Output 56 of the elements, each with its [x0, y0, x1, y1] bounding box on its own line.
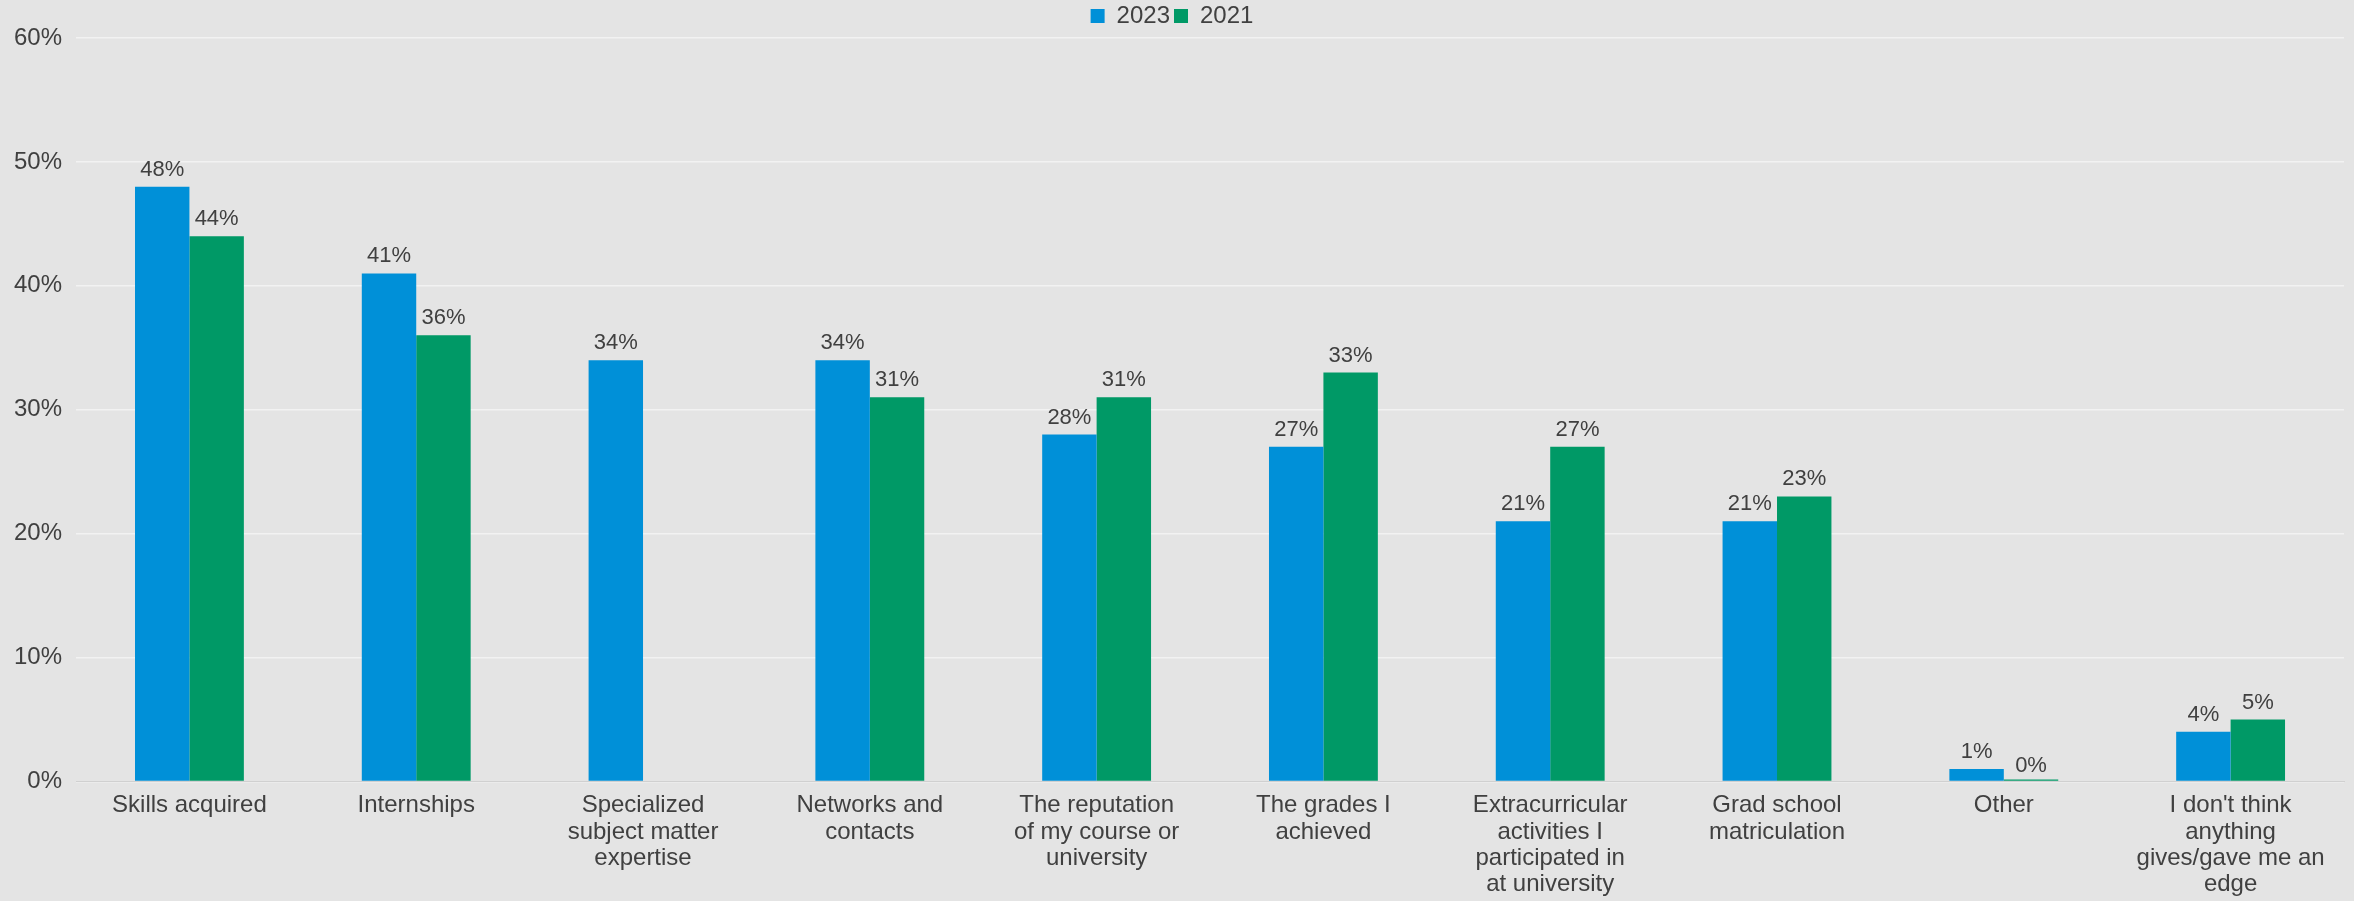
- y-tick-label: 30%: [13, 394, 63, 422]
- data-label: 27%: [1555, 415, 1600, 441]
- x-tick-label: Specialized subject matter expertise: [567, 790, 719, 871]
- bar: [1722, 521, 1778, 781]
- bar: [1096, 397, 1152, 781]
- x-tick-label: The reputation of my course or university: [1013, 790, 1180, 871]
- bar: [1323, 372, 1378, 781]
- data-label: 48%: [140, 155, 185, 181]
- data-label: 4%: [2187, 700, 2220, 726]
- bar: [1777, 496, 1832, 781]
- bar: [1495, 521, 1551, 781]
- bar: [815, 360, 870, 781]
- x-tick-label: Networks and contacts: [796, 790, 944, 844]
- bar: [416, 335, 471, 781]
- x-tick-label: Extracurricular activities I participated in at university: [1472, 790, 1628, 897]
- data-label: 36%: [421, 304, 466, 330]
- data-label: 0%: [2015, 752, 2047, 778]
- x-tick-label: Other: [1973, 790, 2034, 818]
- data-label: 31%: [875, 366, 920, 392]
- y-tick-label: 50%: [13, 146, 63, 174]
- data-label: 27%: [1274, 415, 1319, 441]
- bar: [1268, 446, 1324, 781]
- y-tick-label: 0%: [27, 766, 63, 794]
- data-label: 41%: [366, 242, 412, 268]
- x-tick-label: Skills acquired: [112, 790, 267, 818]
- data-label: 44%: [194, 205, 239, 231]
- data-label: 34%: [820, 329, 865, 355]
- bar: [2230, 719, 2286, 781]
- bar: [588, 360, 644, 781]
- data-label: 21%: [1727, 490, 1772, 516]
- y-tick-label: 40%: [13, 270, 63, 298]
- bar: [361, 273, 417, 781]
- data-label: 31%: [1101, 366, 1146, 392]
- bar: [135, 186, 190, 781]
- y-tick-label: 10%: [13, 642, 63, 670]
- legend-label: 2021: [1200, 0, 1254, 28]
- data-label: 21%: [1500, 490, 1546, 516]
- x-tick-label: Internships: [357, 790, 475, 818]
- bar: [1550, 446, 1605, 781]
- data-label: 33%: [1328, 341, 1373, 367]
- x-tick-label: The grades I achieved: [1256, 790, 1391, 844]
- data-label: 23%: [1782, 465, 1827, 491]
- x-tick-label: I don't think anything gives/gave me an edge: [2136, 790, 2325, 897]
- data-label: 28%: [1047, 403, 1092, 429]
- bar: [1042, 434, 1097, 781]
- data-label: 1%: [1960, 738, 1993, 764]
- bar: [1949, 769, 2004, 781]
- data-label: 5%: [2241, 688, 2274, 714]
- x-tick-label: Grad school matriculation: [1708, 790, 1846, 844]
- bar: [189, 236, 244, 781]
- y-tick-label: 20%: [13, 518, 63, 546]
- bar: [2176, 731, 2231, 781]
- legend-label: 2023: [1116, 0, 1170, 28]
- y-tick-label: 60%: [13, 22, 63, 50]
- data-label: 34%: [593, 329, 638, 355]
- bar: [869, 397, 925, 781]
